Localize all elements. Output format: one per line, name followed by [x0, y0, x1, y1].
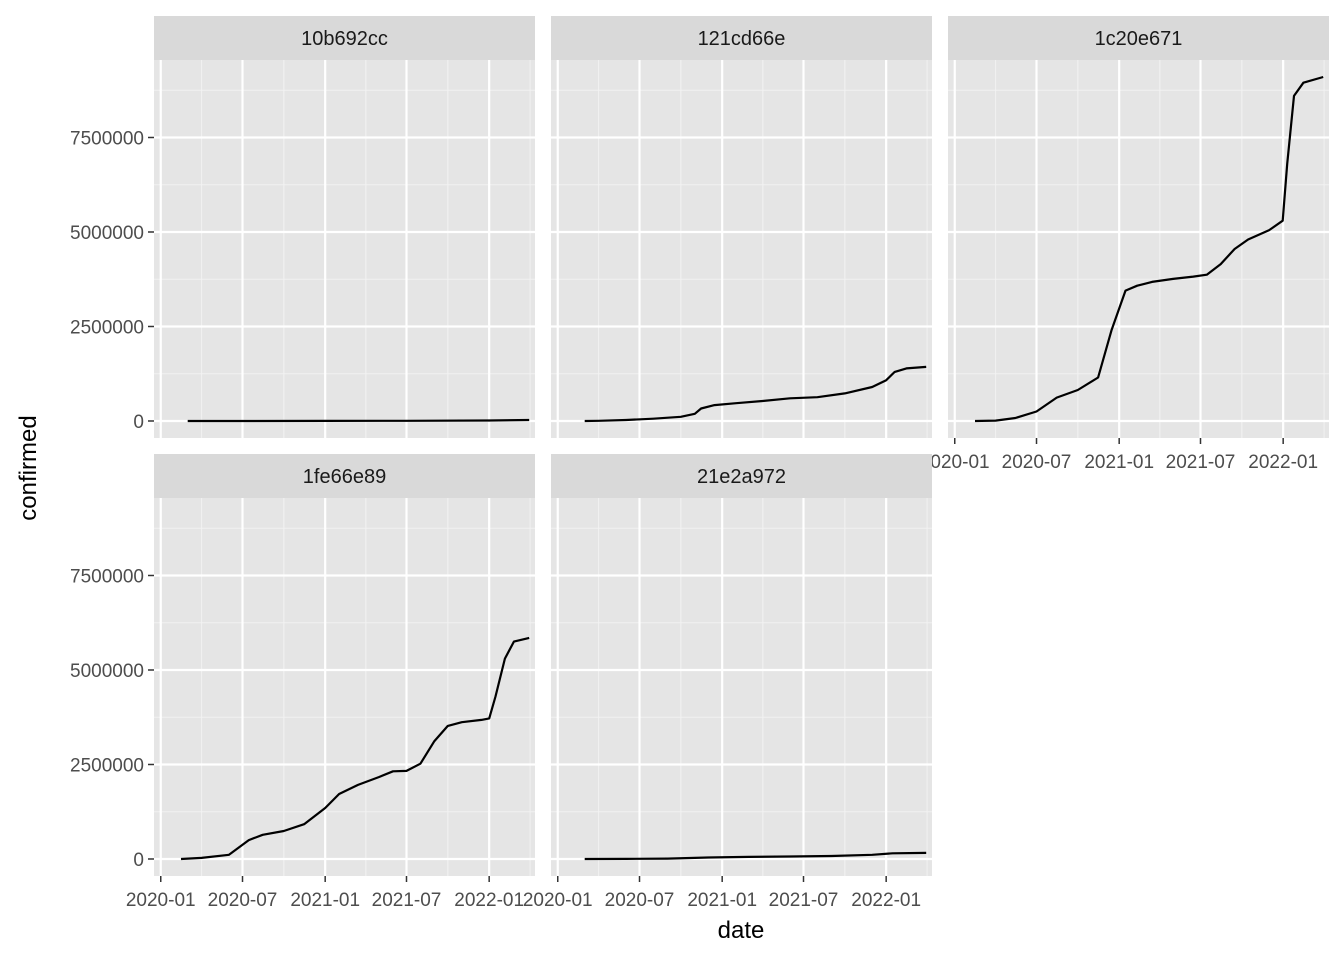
panel-1c20e671: 1c20e671 2020-01 2020-07 2021-01 2021-07 2022…: [920, 16, 1329, 473]
x-tick-label: 2020-07: [605, 890, 675, 911]
x-tick-label: 2021-07: [372, 890, 442, 911]
x-tick-label: 2020-01: [523, 890, 593, 911]
x-tick-label: 2020-07: [208, 890, 278, 911]
series-line: [584, 365, 927, 423]
facet-strip-label: 1fe66e89: [303, 466, 386, 488]
x-tick-label: 2020-01: [126, 890, 196, 911]
series-line: [180, 636, 530, 861]
x-tick-label: 2021-07: [769, 890, 839, 911]
facet-strip: [154, 16, 535, 60]
facet-strip-label: 1c20e671: [1095, 28, 1183, 50]
panel-1fe66e89: 1fe66e89 0 2500000 5000000 7500000 2020-01 202…: [70, 454, 535, 911]
x-tick-label: 2020-07: [1002, 452, 1072, 473]
facet-strip-label: 21e2a972: [697, 466, 786, 488]
y-tick-label: 2500000: [70, 317, 144, 338]
facet-strip-label: 10b692cc: [301, 28, 388, 50]
y-tick-label: 7500000: [70, 128, 144, 149]
panel-21e2a972: 21e2a972 2020-01 2020-07 2021-01 2021-07 2022…: [523, 454, 932, 911]
y-tick-label: 0: [133, 850, 144, 871]
facet-strip: [948, 16, 1329, 60]
y-tick-label: 2500000: [70, 755, 144, 776]
panel-10b692cc: 10b692cc 0 2500000 5000000 7500000: [70, 16, 535, 438]
x-tick-label: 2021-07: [1166, 452, 1236, 473]
panel-background: [154, 498, 535, 876]
x-tick-label: 2022-01: [851, 890, 921, 911]
x-tick-label: 2020-01: [920, 452, 990, 473]
facet-strip: [551, 454, 932, 498]
x-tick-label: 2021-01: [290, 890, 360, 911]
y-tick-label: 5000000: [70, 661, 144, 682]
panel-background: [948, 60, 1329, 438]
y-tick-label: 7500000: [70, 566, 144, 587]
x-tick-label: 2022-01: [454, 890, 524, 911]
series-line: [584, 851, 927, 861]
facet-strip: [551, 16, 932, 60]
series-line: [974, 75, 1324, 423]
panel-background: [551, 60, 932, 438]
facet-strip-label: 121cd66e: [698, 28, 786, 50]
x-tick-label: 2021-01: [687, 890, 757, 911]
facet-strip: [154, 454, 535, 498]
y-axis-title: confirmed: [15, 415, 42, 520]
panels-layer: 10b692cc 0 2500000 5000000 7500000 121cd66e 1c…: [70, 16, 1329, 911]
y-tick-label: 5000000: [70, 223, 144, 244]
panel-background: [154, 60, 535, 438]
x-axis-title: date: [718, 917, 765, 944]
panel-121cd66e: 121cd66e: [551, 16, 932, 438]
x-tick-label: 2022-01: [1248, 452, 1318, 473]
x-tick-label: 2021-01: [1084, 452, 1154, 473]
y-tick-label: 0: [133, 412, 144, 433]
panel-background: [551, 498, 932, 876]
series-line: [187, 418, 530, 423]
